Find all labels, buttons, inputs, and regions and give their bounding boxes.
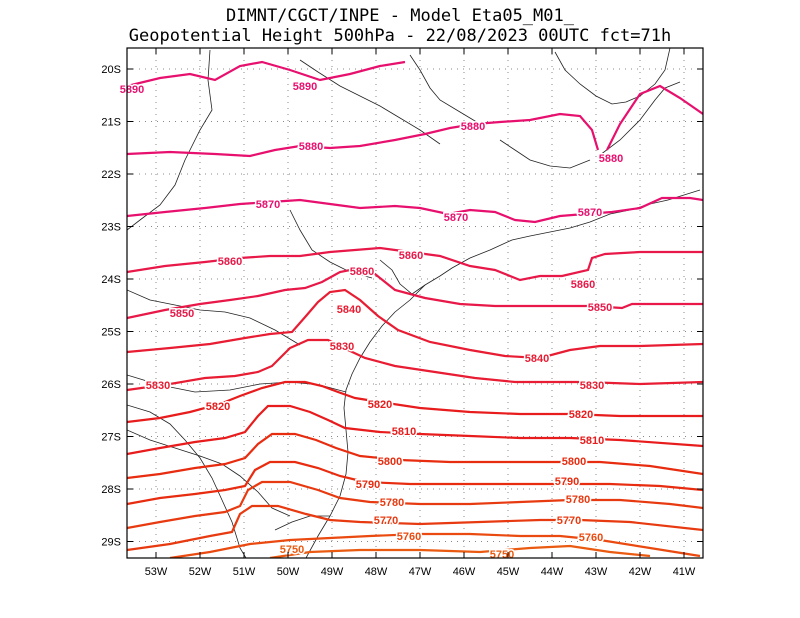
contour-label-5820: 5820 xyxy=(569,409,593,421)
border-mg-sp xyxy=(299,59,441,145)
contour-label-5860: 5860 xyxy=(571,279,595,291)
lon-label: 45W xyxy=(497,566,520,578)
contour-5790 xyxy=(127,460,703,506)
contour-label-5850: 5850 xyxy=(588,302,612,314)
lat-label: 29S xyxy=(101,537,121,549)
lon-label: 46W xyxy=(453,566,476,578)
lat-label: 27S xyxy=(101,432,121,444)
map-frame xyxy=(126,47,704,559)
contour-label-5870: 5870 xyxy=(578,207,602,219)
contour-label-5830: 5830 xyxy=(580,380,604,392)
contour-5810 xyxy=(127,404,703,456)
border-argentina xyxy=(127,404,247,558)
contour-5780 xyxy=(127,480,703,530)
contour-5850 xyxy=(127,266,703,320)
contour-label-5880: 5880 xyxy=(599,153,623,165)
contour-5870 xyxy=(127,196,703,224)
lon-label: 41W xyxy=(673,566,696,578)
lat-label: 25S xyxy=(101,327,121,339)
contour-label-5810: 5810 xyxy=(580,435,604,447)
coastline-es xyxy=(554,48,671,105)
contour-label-5800: 5800 xyxy=(562,456,586,468)
contour-label-5830: 5830 xyxy=(330,341,354,353)
contour-label-5870: 5870 xyxy=(444,212,468,224)
contour-label-5850: 5850 xyxy=(170,308,194,320)
lat-label: 20S xyxy=(101,64,121,76)
lat-label: 28S xyxy=(101,484,121,496)
contour-label-5780: 5780 xyxy=(380,497,404,509)
lon-label: 52W xyxy=(189,566,212,578)
border-mg-rj xyxy=(499,139,591,169)
lat-label: 26S xyxy=(101,379,121,391)
contour-5890 xyxy=(127,60,406,88)
lon-label: 49W xyxy=(321,566,344,578)
contour-label-5750: 5750 xyxy=(490,549,514,561)
coastline-rj-sp xyxy=(379,189,701,295)
contour-label-5820: 5820 xyxy=(206,401,230,413)
chart-title-line1: DIMNT/CGCT/INPE - Model Eta05_M01_ xyxy=(226,6,574,26)
axes: 20S 21S 22S 23S 24S 25S 26S 27S 28S 29S 53W 52W 51W 5… xyxy=(101,48,703,578)
contour-label-5760: 5760 xyxy=(397,531,421,543)
contour-5860 xyxy=(127,246,703,282)
border-pr-ms xyxy=(127,289,301,346)
contour-5800 xyxy=(127,432,703,480)
contour-5880 xyxy=(127,84,703,158)
contour-label-5860: 5860 xyxy=(399,250,423,262)
contour-5820 xyxy=(127,380,703,424)
lon-label: 53W xyxy=(145,566,168,578)
contour-label-5860: 5860 xyxy=(218,256,242,268)
contour-label-5770: 5770 xyxy=(557,515,581,527)
contour-label-5810: 5810 xyxy=(392,426,416,438)
border-pr-sp xyxy=(289,209,373,279)
contour-label-5790: 5790 xyxy=(555,476,579,488)
contour-label-5830: 5830 xyxy=(146,380,170,392)
contour-label-5770: 5770 xyxy=(374,515,398,527)
contour-label-5790: 5790 xyxy=(356,479,380,491)
lon-label: 42W xyxy=(629,566,652,578)
lon-label: 50W xyxy=(277,566,300,578)
coastline-south xyxy=(305,284,426,558)
border-sc-rs xyxy=(127,429,291,517)
contour-5770 xyxy=(127,504,703,552)
contour-5830 xyxy=(127,338,703,392)
contour-label-5870: 5870 xyxy=(256,199,280,211)
contour-label-5780: 5780 xyxy=(566,494,590,506)
contour-label-5800: 5800 xyxy=(378,456,402,468)
lat-label: 23S xyxy=(101,222,121,234)
coastline-es-2 xyxy=(599,81,681,156)
contour-label-5840: 5840 xyxy=(337,304,361,316)
lon-label: 48W xyxy=(365,566,388,578)
contour-5760 xyxy=(169,532,701,558)
contour-labels: 5890 5890 5880 5880 5880 5870 5870 5870 5860 5860… xyxy=(118,80,624,563)
lon-label: 44W xyxy=(541,566,564,578)
coastlines-borders xyxy=(127,48,701,558)
height-contours xyxy=(127,60,703,558)
lagoon xyxy=(274,515,330,531)
lat-label: 24S xyxy=(101,274,121,286)
contour-label-5750: 5750 xyxy=(280,544,304,556)
contour-5750 xyxy=(269,544,651,558)
contour-label-5890: 5890 xyxy=(120,84,144,96)
contour-5840 xyxy=(127,288,703,360)
contour-label-5840: 5840 xyxy=(525,353,549,365)
contour-label-5880: 5880 xyxy=(299,141,323,153)
chart-title-line2: Geopotential Height 500hPa - 22/08/2023 … xyxy=(128,26,672,46)
lat-label: 21S xyxy=(101,117,121,129)
contour-label-5820: 5820 xyxy=(368,399,392,411)
contour-label-5760: 5760 xyxy=(579,532,603,544)
lon-label: 51W xyxy=(233,566,256,578)
contour-label-5860: 5860 xyxy=(350,266,374,278)
lat-lon-grid xyxy=(127,48,703,558)
lat-label: 22S xyxy=(101,169,121,181)
lon-label: 47W xyxy=(409,566,432,578)
contour-label-5880: 5880 xyxy=(461,121,485,133)
border-mg xyxy=(409,54,481,125)
lon-label: 43W xyxy=(585,566,608,578)
contour-label-5890: 5890 xyxy=(293,81,317,93)
